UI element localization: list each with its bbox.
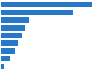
Bar [1, 56, 10, 61]
Bar [1, 48, 15, 54]
Bar [1, 40, 18, 46]
Bar [1, 25, 25, 31]
Bar [1, 64, 4, 69]
Bar [1, 33, 22, 38]
Bar [1, 17, 29, 23]
Bar [1, 10, 73, 15]
Bar [1, 2, 92, 7]
